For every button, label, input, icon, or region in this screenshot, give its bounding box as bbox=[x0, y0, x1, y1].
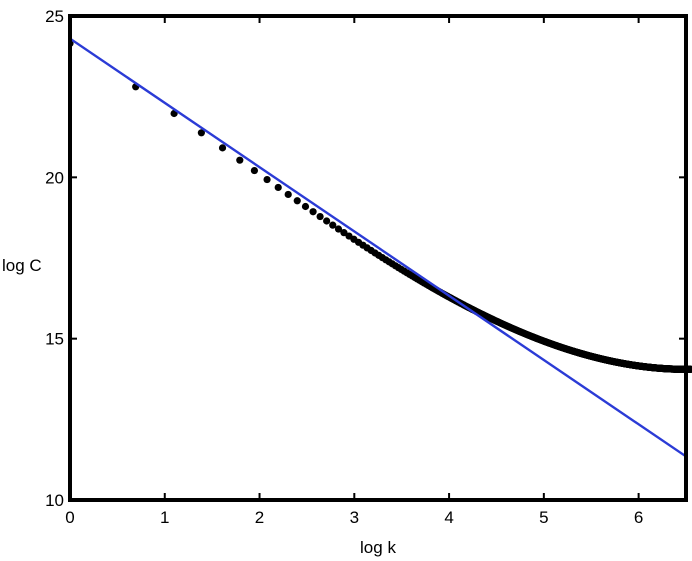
data-point bbox=[197, 129, 205, 137]
fit-line-series bbox=[70, 37, 687, 458]
data-point bbox=[309, 208, 317, 216]
data-point bbox=[218, 144, 227, 152]
data-point bbox=[687, 365, 692, 373]
data-point bbox=[274, 183, 282, 192]
data-point bbox=[236, 156, 244, 164]
tick-labels: 0 1 2 3 4 5 6 10 15 20 25 bbox=[45, 7, 643, 527]
plot-frame bbox=[68, 14, 688, 502]
data-point bbox=[323, 217, 331, 225]
x-tick-label: 1 bbox=[160, 508, 169, 527]
data-point bbox=[250, 166, 259, 175]
data-point bbox=[316, 212, 324, 221]
y-axis-label: log C bbox=[2, 256, 42, 275]
x-tick-label: 0 bbox=[65, 508, 74, 527]
data-point bbox=[284, 190, 292, 199]
x-tick-label: 6 bbox=[634, 508, 643, 527]
fit-line bbox=[70, 37, 687, 458]
y-tick-label: 15 bbox=[45, 330, 64, 349]
data-point bbox=[340, 229, 348, 237]
scatter-series bbox=[70, 39, 692, 373]
x-tick-label: 5 bbox=[539, 508, 548, 527]
data-point bbox=[263, 175, 271, 184]
data-point bbox=[334, 225, 343, 233]
x-tick-label: 2 bbox=[255, 508, 264, 527]
y-tick-label: 25 bbox=[45, 7, 64, 26]
y-tick-label: 20 bbox=[45, 168, 64, 187]
data-point bbox=[293, 197, 301, 205]
data-point bbox=[329, 221, 337, 229]
y-tick-label: 10 bbox=[45, 491, 64, 510]
x-tick-label: 3 bbox=[350, 508, 359, 527]
data-point bbox=[301, 202, 310, 211]
x-tick-label: 4 bbox=[444, 508, 453, 527]
x-axis-label: log k bbox=[360, 538, 396, 557]
plot-area bbox=[70, 37, 692, 458]
